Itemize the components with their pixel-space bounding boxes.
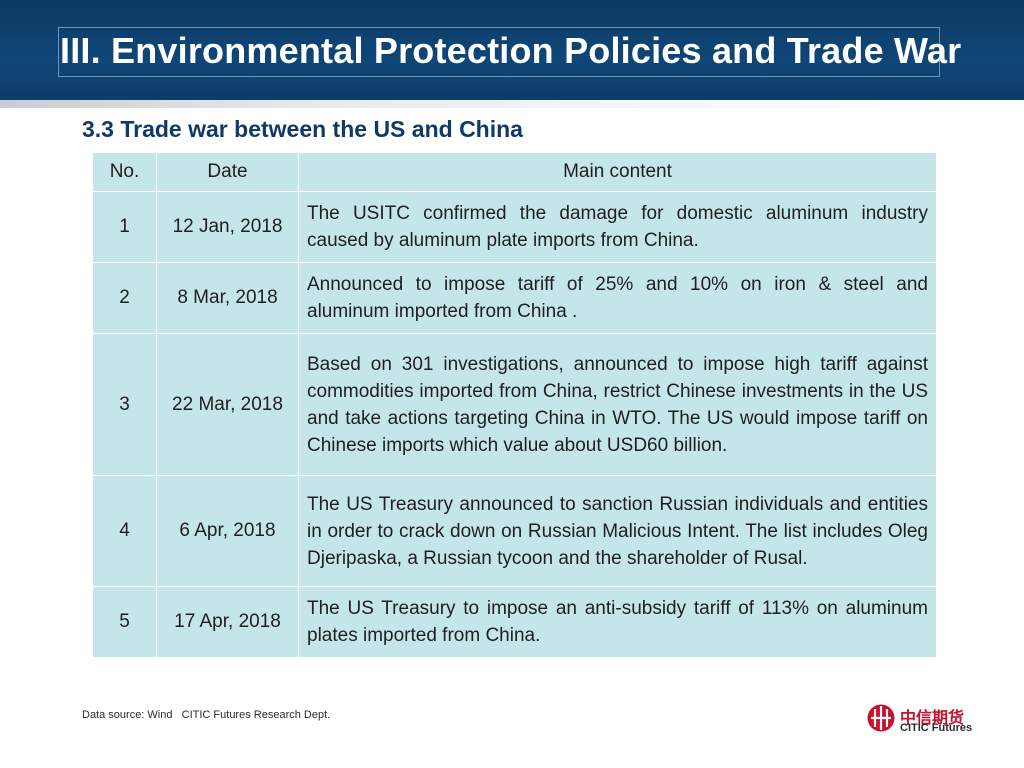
row-content: The US Treasury to impose an anti-subsid…	[298, 586, 937, 658]
row-content: The US Treasury announced to sanction Ru…	[298, 475, 937, 587]
row-number: 2	[92, 262, 157, 334]
row-date: 6 Apr, 2018	[156, 475, 299, 587]
logo-chinese-name: 中信期货	[900, 708, 965, 727]
table-row: 2 8 Mar, 2018 Announced to impose tariff…	[92, 262, 937, 334]
table-row: 3 22 Mar, 2018 Based on 301 investigatio…	[92, 333, 937, 476]
table-row: 4 6 Apr, 2018 The US Treasury announced …	[92, 475, 937, 587]
row-content: Based on 301 investigations, announced t…	[298, 333, 937, 476]
row-date: 17 Apr, 2018	[156, 586, 299, 658]
row-date: 22 Mar, 2018	[156, 333, 299, 476]
slide-header: III. Environmental Protection Policies a…	[0, 0, 1024, 100]
section-title: 3.3 Trade war between the US and China	[82, 116, 523, 142]
row-date: 12 Jan, 2018	[156, 191, 299, 263]
table-row: 5 17 Apr, 2018 The US Treasury to impose…	[92, 586, 937, 658]
row-number: 4	[92, 475, 157, 587]
header-frame	[58, 27, 940, 77]
slide-title: III. Environmental Protection Policies a…	[60, 30, 962, 71]
trade-war-table: No. Date Main content 1 12 Jan, 2018 The…	[92, 152, 937, 658]
header-shadow	[0, 100, 1024, 108]
row-number: 5	[92, 586, 157, 658]
row-number: 1	[92, 191, 157, 263]
column-header-no: No.	[92, 152, 157, 192]
citic-futures-logo: 中信期货 CITIC Futures	[866, 703, 986, 737]
citic-logo-icon	[867, 704, 895, 732]
logo-english-name: CITIC Futures	[900, 722, 973, 734]
row-date: 8 Mar, 2018	[156, 262, 299, 334]
row-content: Announced to impose tariff of 25% and 10…	[298, 262, 937, 334]
column-header-date: Date	[156, 152, 299, 192]
data-source-note: Data source: Wind CITIC Futures Research…	[82, 709, 331, 721]
table-header-row: No. Date Main content	[92, 152, 937, 192]
table-row: 1 12 Jan, 2018 The USITC confirmed the d…	[92, 191, 937, 263]
column-header-content: Main content	[298, 152, 937, 192]
row-number: 3	[92, 333, 157, 476]
row-content: The USITC confirmed the damage for domes…	[298, 191, 937, 263]
